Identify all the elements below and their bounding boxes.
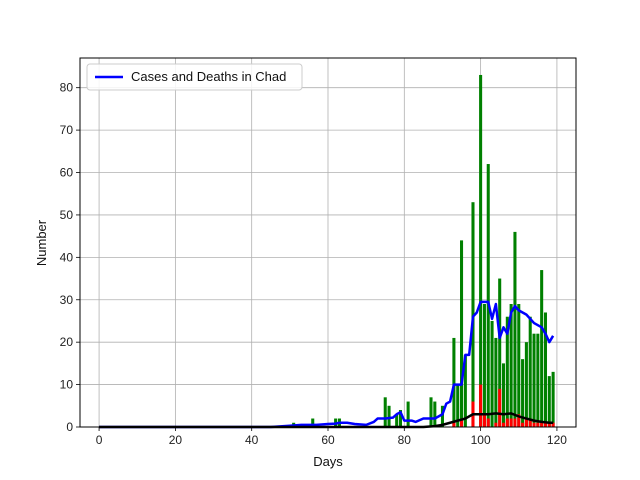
deaths-bar	[540, 422, 544, 427]
cases-bar	[456, 384, 460, 427]
cases-bar	[501, 363, 506, 427]
deaths-bar	[524, 418, 528, 427]
deaths-bar	[528, 418, 532, 427]
cases-bar	[513, 231, 517, 427]
deaths-bar	[505, 418, 509, 427]
cases-bar	[398, 410, 403, 427]
deaths-bar	[501, 422, 506, 427]
cases-bar	[551, 371, 555, 427]
cases-average-line	[99, 300, 555, 429]
x-tick-label: 0	[96, 433, 103, 447]
cases-bar	[452, 337, 456, 427]
deaths-bar	[551, 422, 555, 427]
y-tick-label: 10	[60, 378, 74, 392]
cases-bar	[505, 316, 509, 427]
cases-bar	[498, 278, 502, 427]
cases-bar	[536, 333, 540, 427]
cases-bar	[532, 333, 536, 427]
cases-bar	[517, 304, 521, 427]
y-tick-label: 50	[60, 208, 74, 222]
cases-bar	[387, 405, 391, 427]
y-tick-label: 60	[60, 166, 74, 180]
cases-bar	[521, 359, 525, 427]
y-axis-label: Number	[34, 219, 49, 266]
deaths-bar	[517, 414, 521, 427]
deaths-bar	[536, 422, 540, 427]
x-tick-label: 120	[547, 433, 567, 447]
cases-bar	[547, 376, 551, 427]
cases-bar	[471, 202, 475, 427]
cases-bar	[490, 320, 494, 427]
y-tick-label: 70	[60, 123, 74, 137]
cases-bar	[433, 401, 437, 427]
cases-bar	[486, 164, 490, 427]
cases-bar	[406, 401, 410, 427]
deaths-bar	[547, 422, 551, 427]
deaths-bar	[498, 388, 502, 427]
cases-bar	[543, 312, 548, 427]
deaths-bar	[482, 414, 486, 427]
deaths-bar	[452, 422, 456, 427]
y-tick-label: 0	[66, 420, 73, 434]
cases-bar	[509, 304, 513, 427]
deaths-bar	[513, 418, 517, 427]
cases-bar	[395, 414, 399, 427]
legend: Cases and Deaths in Chad	[86, 63, 303, 91]
cases-bar	[524, 342, 528, 427]
y-tick-label: 20	[60, 335, 74, 349]
grid	[80, 58, 576, 428]
cases-bar	[482, 304, 486, 427]
cases-bar	[494, 337, 498, 427]
x-tick-label: 40	[245, 433, 259, 447]
cases-bar	[463, 354, 467, 427]
ticks: 0 20 40 60 80 100 120 0 10 20 30 40 50 60 70 80	[60, 81, 568, 447]
x-tick-label: 60	[321, 433, 335, 447]
x-tick-label: 80	[398, 433, 412, 447]
y-tick-label: 30	[60, 293, 74, 307]
x-axis-label: Days	[313, 454, 343, 469]
cases-bar	[479, 74, 483, 427]
bars	[292, 74, 555, 427]
cases-bar	[311, 418, 315, 427]
deaths-bar	[486, 418, 490, 427]
x-tick-label: 20	[169, 433, 183, 447]
cases-bar	[429, 397, 433, 427]
y-tick-label: 40	[60, 250, 74, 264]
cases-bar	[460, 240, 464, 427]
cases-bar	[540, 270, 544, 427]
x-tick-label: 100	[471, 433, 491, 447]
legend-label: Cases and Deaths in Chad	[131, 69, 286, 84]
deaths-bar	[460, 418, 464, 427]
cases-bar	[440, 405, 444, 427]
y-tick-label: 80	[60, 81, 74, 95]
deaths-bar	[521, 422, 525, 427]
deaths-bar	[479, 384, 483, 427]
deaths-bar	[532, 422, 536, 427]
cases-bar	[528, 316, 532, 427]
legend-box	[86, 63, 303, 91]
deaths-bar	[509, 418, 513, 427]
deaths-bar	[543, 422, 548, 427]
deaths-bar	[494, 422, 498, 427]
cases-bar	[383, 397, 387, 427]
